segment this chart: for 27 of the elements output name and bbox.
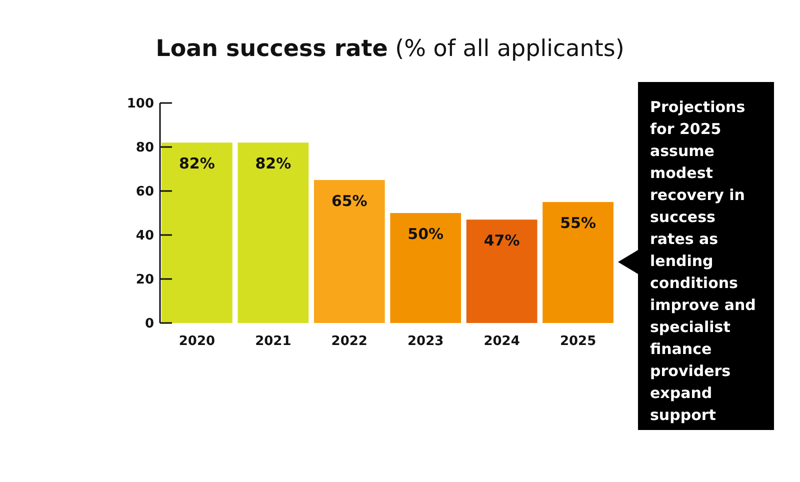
y-tick-label: 40 — [136, 228, 154, 244]
y-tick-label: 0 — [144, 316, 154, 332]
data-label: 82% — [255, 154, 292, 173]
text: Projections for 2025 assume modest recovery in success rates as lending conditions improve and specialist finance providers expand support — [650, 98, 756, 424]
bar — [238, 142, 309, 323]
y-tick-label: 60 — [136, 184, 154, 200]
data-label: 47% — [484, 232, 520, 250]
bar — [466, 220, 538, 323]
x-tick-label: 2022 — [331, 334, 368, 349]
bar — [314, 180, 385, 323]
bar — [162, 142, 232, 323]
data-label: 55% — [560, 214, 596, 232]
data-label: 82% — [179, 154, 215, 173]
y-tick-label: 80 — [136, 140, 154, 156]
data-label: 65% — [331, 192, 368, 210]
x-tick-label: 2021 — [255, 334, 292, 349]
bar — [390, 213, 462, 323]
chart-title: Loan success rate — [156, 36, 388, 62]
data-label: 50% — [408, 225, 444, 243]
x-tick-label: 2025 — [560, 334, 596, 349]
bar — [542, 202, 614, 323]
x-tick-label: 2020 — [178, 334, 216, 349]
x-tick-label: 2024 — [484, 334, 520, 349]
y-tick-label: 100 — [126, 96, 154, 112]
x-tick-label: 2023 — [408, 334, 444, 349]
chart-subtitle: (% of all applicants) — [388, 36, 624, 62]
y-tick-label: 20 — [136, 272, 154, 288]
